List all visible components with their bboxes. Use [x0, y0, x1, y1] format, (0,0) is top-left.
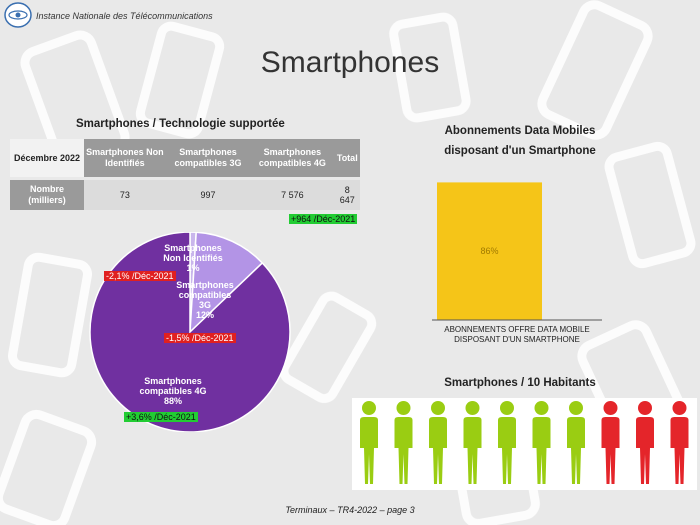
- slice-label-non-identified: Smartphones Non Identifiés 1%: [148, 243, 238, 273]
- change-non-identified: -2,1% /Déc-2021: [104, 271, 176, 281]
- value-4g: 7 576: [250, 180, 335, 210]
- bar-chart: 86%: [432, 182, 602, 321]
- col-header-3g: Smartphones compatibles 3G: [165, 139, 251, 177]
- person-icon: [636, 401, 654, 484]
- value-total: 8 647: [334, 180, 360, 210]
- person-icon: [429, 401, 447, 484]
- value-3g: 997: [165, 180, 251, 210]
- slice-label-sub: Non Identifiés: [163, 253, 223, 263]
- col-header-non-identified: Smartphones Non Identifiés: [84, 139, 166, 177]
- row-label: Nombre (milliers): [10, 180, 84, 210]
- slice-label-sub: compatibles 4G: [139, 386, 207, 396]
- pie-slices: [89, 232, 291, 432]
- person-icon: [601, 401, 620, 484]
- pie-chart: [89, 232, 291, 432]
- person-icon: [498, 401, 516, 484]
- pictogram-title: Smartphones / 10 Habitants: [444, 377, 596, 389]
- people-group: [360, 401, 689, 484]
- slice-label-name: Smartphones: [164, 243, 222, 253]
- change-4g: +3,6% /Déc-2021: [124, 412, 198, 422]
- value-non-identified: 73: [84, 180, 166, 210]
- slice-label-name: Smartphones: [176, 280, 234, 290]
- footer: Terminaux – TR4-2022 – page 3: [285, 505, 415, 515]
- bar-smartphone-data: [437, 182, 542, 320]
- col-header-4g: Smartphones compatibles 4G: [250, 139, 335, 177]
- person-icon: [670, 401, 689, 484]
- bar-category-label: ABONNEMENTS OFFRE DATA MOBILE DISPOSANT …: [444, 325, 590, 344]
- inc-logo-icon: [4, 2, 32, 28]
- technology-table: Décembre 2022 Smartphones Non Identifiés…: [10, 139, 360, 210]
- person-icon: [567, 401, 585, 484]
- slice-label-3g: Smartphones compatibles 3G 12%: [160, 280, 250, 320]
- slice-label-pct: 88%: [163, 396, 182, 406]
- slice-label-4g: Smartphones compatibles 4G 88%: [118, 376, 228, 406]
- person-icon: [463, 401, 482, 484]
- org-name: Instance Nationale des Télécommunication…: [36, 11, 213, 21]
- slice-label-sub: compatibles: [178, 290, 232, 300]
- pie-slice-2: [189, 232, 264, 334]
- slice-label-pct: 12%: [195, 310, 214, 320]
- person-icon: [360, 401, 378, 484]
- people-pictogram: [352, 398, 697, 490]
- page-title: Smartphones: [260, 46, 440, 79]
- table-header-row: Décembre 2022 Smartphones Non Identifiés…: [10, 139, 360, 177]
- person-icon: [394, 401, 413, 484]
- person-icon: [532, 401, 551, 484]
- table-title: Smartphones / Technologie supportée: [76, 118, 285, 130]
- pie-slice-3: [89, 232, 291, 432]
- slice-label-pct: 1%: [186, 263, 200, 273]
- slice-label-name: Smartphones: [144, 376, 202, 386]
- bar-chart-title: Abonnements Data Mobiles disposant d'un …: [444, 125, 596, 157]
- col-header-total: Total: [334, 139, 360, 177]
- change-3g: -1,5% /Déc-2021: [164, 333, 236, 343]
- table-corner: Décembre 2022: [10, 139, 84, 177]
- bar-group: 86%: [437, 182, 542, 320]
- bar-value-label: 86%: [480, 246, 498, 256]
- total-change-badge: +964 /Déc-2021: [289, 214, 358, 224]
- table-row: Nombre (milliers) 73 997 7 576 8 647: [10, 180, 360, 210]
- slice-label-sub2: 3G: [198, 300, 211, 310]
